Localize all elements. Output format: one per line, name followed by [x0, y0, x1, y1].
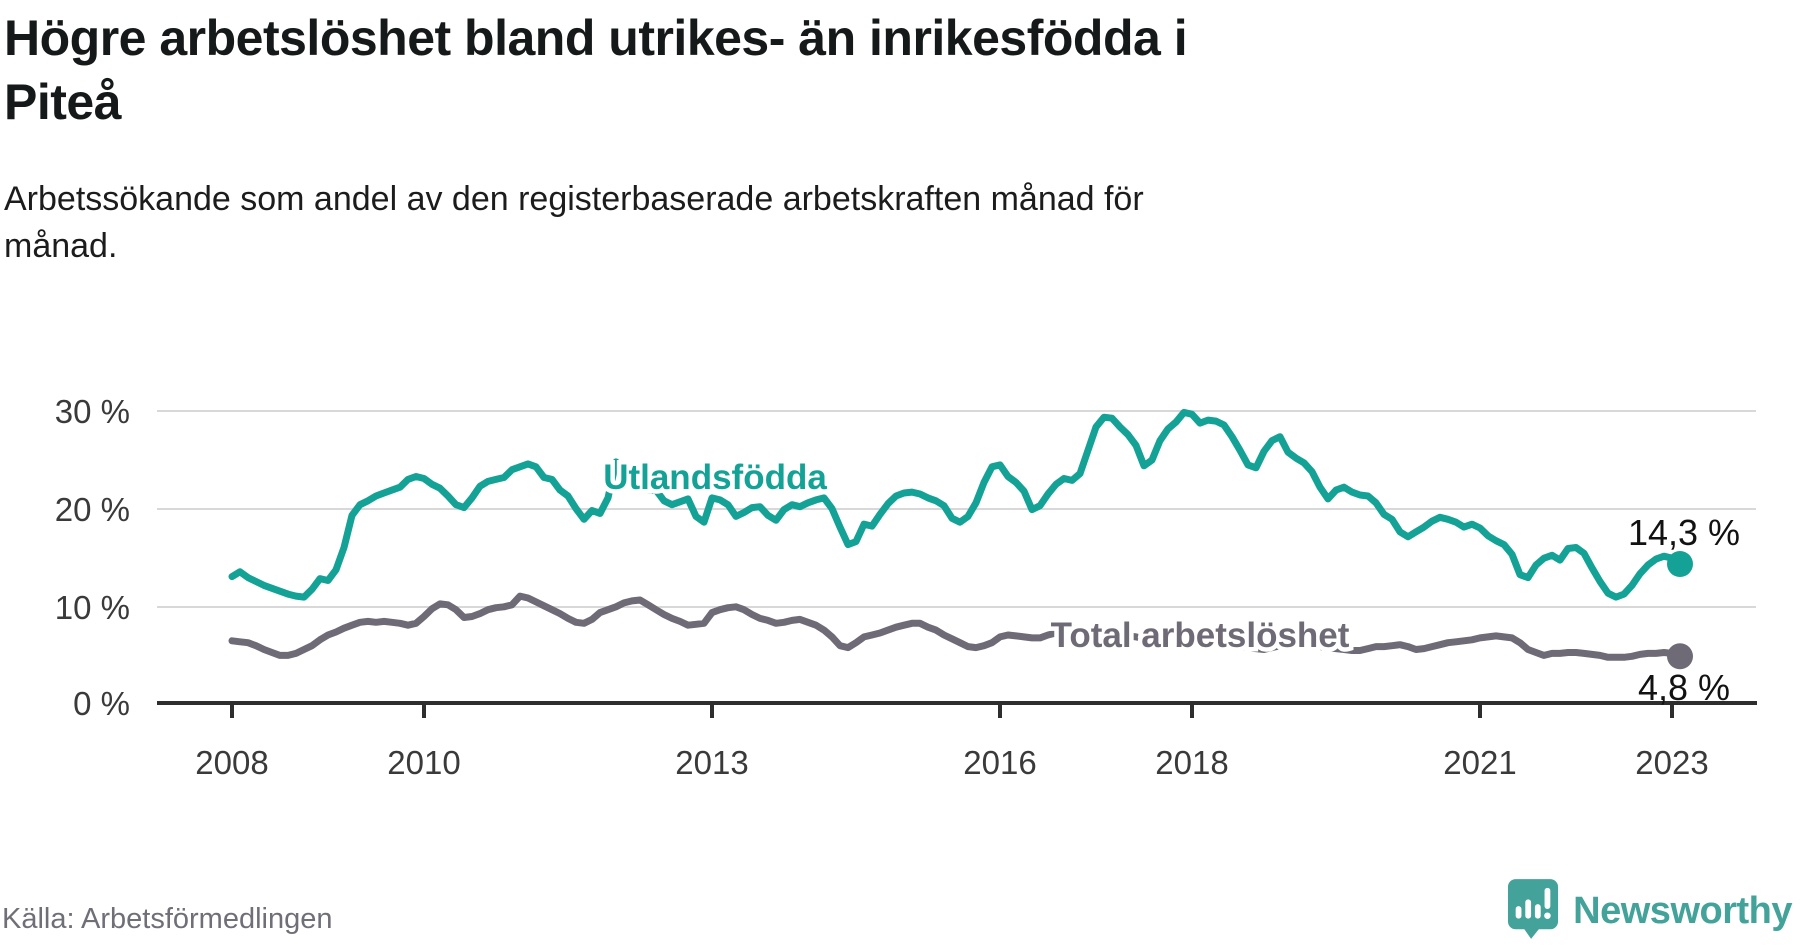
- utlandsfodda-line: [228, 408, 1684, 601]
- page-title: Högre arbetslöshet bland utrikes- än inr…: [4, 10, 1188, 130]
- y-tick-0: 0 %: [73, 685, 130, 722]
- total-endpoint-dot: [1667, 643, 1693, 670]
- y-tick-20: 20 %: [55, 491, 130, 528]
- x-tick-2010: 2010: [387, 744, 460, 781]
- total-series-label: Total arbetslöshet: [1051, 616, 1350, 655]
- newsworthy-wordmark: Newsworthy: [1573, 890, 1792, 932]
- x-axis: 2008 2010 2013 2016 2018 2021 2023: [157, 701, 1757, 781]
- gridlines: [157, 410, 1756, 608]
- utlandsfodda-end-value-label: 14,3 %: [1628, 512, 1740, 553]
- total-arbetsloshet-line: [228, 592, 1684, 661]
- page-subtitle: Arbetssökande som andel av den registerb…: [4, 180, 1144, 265]
- y-tick-30: 30 %: [55, 393, 130, 430]
- newsworthy-logo: Newsworthy: [1507, 878, 1792, 945]
- utlandsfodda-series-label: Utlandsfödda: [603, 458, 827, 497]
- utlandsfodda-endpoint-dot: [1667, 551, 1693, 577]
- x-tick-2021: 2021: [1443, 744, 1516, 781]
- y-tick-10: 10 %: [55, 589, 130, 626]
- source-note: Källa: Arbetsförmedlingen: [2, 903, 333, 935]
- y-axis-labels: 30 % 20 % 10 % 0 %: [55, 393, 130, 722]
- total-end-value-label: 4,8 %: [1638, 667, 1730, 708]
- x-axis-labels: 2008 2010 2013 2016 2018 2021 2023: [195, 744, 1708, 781]
- x-axis-ticks: [230, 703, 1674, 718]
- newsworthy-bubble-chart-icon: [1507, 878, 1559, 945]
- x-tick-2013: 2013: [675, 744, 748, 781]
- x-tick-2008: 2008: [195, 744, 268, 781]
- x-tick-2018: 2018: [1155, 744, 1228, 781]
- x-tick-2023: 2023: [1635, 744, 1708, 781]
- x-tick-2016: 2016: [963, 744, 1036, 781]
